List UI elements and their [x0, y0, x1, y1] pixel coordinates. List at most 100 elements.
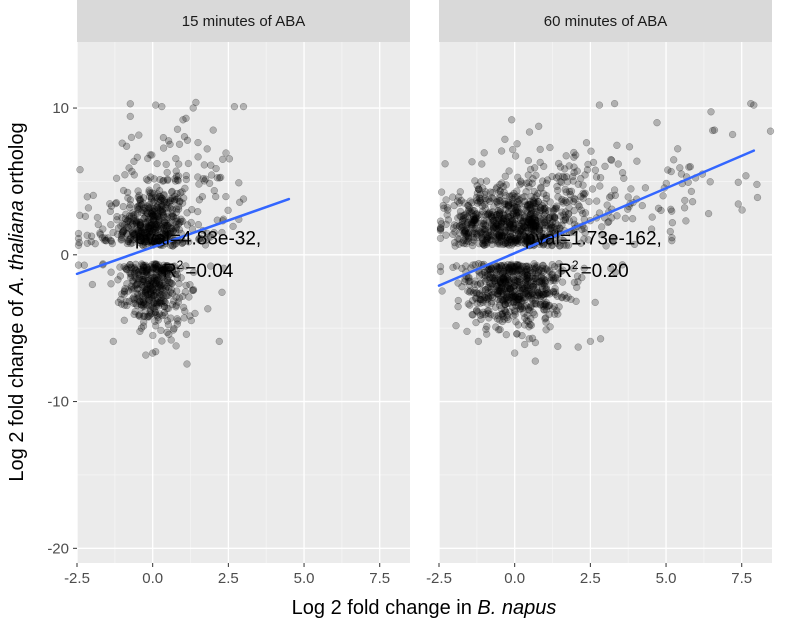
panel-60min-title: 60 minutes of ABA	[544, 13, 667, 30]
data-point	[501, 240, 509, 248]
data-point	[524, 201, 532, 210]
data-point	[182, 330, 191, 338]
data-point	[670, 156, 678, 164]
x-tick-label: 2.5	[580, 570, 601, 587]
data-point	[156, 264, 164, 272]
data-point	[87, 232, 96, 240]
data-point	[150, 237, 159, 246]
data-point	[504, 239, 512, 247]
data-point	[548, 172, 556, 181]
data-point	[146, 281, 154, 290]
data-point	[146, 223, 154, 231]
data-point	[159, 144, 168, 152]
data-point	[123, 188, 132, 197]
data-point	[100, 236, 108, 244]
data-point	[145, 233, 153, 241]
data-point	[155, 280, 164, 289]
data-point	[132, 217, 140, 225]
data-point	[149, 237, 157, 245]
data-point	[91, 240, 99, 248]
data-point	[134, 229, 143, 237]
data-point	[511, 193, 519, 201]
data-point	[131, 273, 139, 281]
data-point	[161, 263, 170, 271]
data-point	[477, 198, 485, 206]
data-point	[513, 140, 521, 148]
data-point	[148, 284, 157, 292]
data-point	[158, 194, 166, 203]
data-point	[531, 357, 539, 365]
data-point	[482, 294, 490, 302]
panel-15min-title: 15 minutes of ABA	[182, 13, 305, 30]
data-point	[137, 201, 146, 209]
data-point	[151, 222, 159, 230]
data-point	[119, 228, 127, 236]
data-point	[183, 136, 192, 144]
data-point	[146, 306, 155, 314]
data-point	[168, 300, 177, 309]
data-point	[144, 290, 153, 299]
data-point	[472, 224, 480, 232]
data-point	[502, 331, 510, 339]
data-point	[135, 218, 144, 227]
data-point	[158, 337, 166, 345]
data-point	[668, 207, 676, 215]
data-point	[146, 193, 154, 201]
data-point	[151, 310, 159, 318]
data-point	[521, 314, 529, 322]
data-point	[567, 295, 575, 304]
data-point	[519, 217, 527, 225]
data-point	[155, 192, 164, 201]
data-point	[734, 200, 742, 208]
data-point	[165, 330, 173, 338]
data-point	[155, 187, 164, 195]
data-point	[156, 193, 165, 201]
x-tick-label: 5.0	[294, 570, 315, 587]
data-point	[507, 233, 515, 241]
data-point	[142, 175, 151, 183]
data-point	[109, 228, 117, 237]
data-point	[175, 140, 184, 148]
data-point	[471, 213, 479, 221]
data-point	[206, 233, 215, 241]
data-point	[654, 204, 663, 212]
data-point	[462, 225, 470, 234]
data-point	[462, 262, 470, 270]
data-point	[534, 289, 543, 297]
data-point	[181, 184, 189, 192]
data-point	[134, 236, 142, 244]
data-point	[161, 218, 169, 226]
y-axis-ticks: -20 -10 0 10	[47, 100, 77, 557]
data-point	[132, 266, 140, 275]
data-point	[504, 237, 512, 245]
data-point	[173, 315, 181, 323]
data-point	[558, 197, 566, 205]
data-point	[163, 175, 172, 184]
data-point	[499, 217, 508, 225]
data-point	[151, 207, 159, 215]
data-point	[502, 200, 510, 209]
data-point	[470, 234, 478, 242]
data-point	[152, 280, 160, 288]
data-point	[507, 214, 515, 223]
data-point	[557, 178, 566, 187]
data-point	[124, 223, 132, 231]
data-point	[149, 216, 158, 224]
data-point	[217, 173, 225, 182]
data-point	[123, 265, 131, 273]
data-point	[133, 301, 141, 309]
data-point	[147, 270, 155, 278]
data-point	[128, 219, 137, 227]
data-point	[125, 212, 134, 220]
data-point	[196, 236, 204, 245]
x-tick-label: 2.5	[218, 570, 239, 587]
data-point	[172, 223, 181, 232]
data-point	[157, 297, 165, 305]
data-point	[139, 298, 148, 306]
data-point	[659, 192, 667, 200]
data-point	[157, 196, 165, 205]
data-point	[525, 128, 534, 136]
data-point	[483, 235, 492, 243]
data-point	[520, 192, 529, 201]
data-point	[135, 195, 144, 204]
